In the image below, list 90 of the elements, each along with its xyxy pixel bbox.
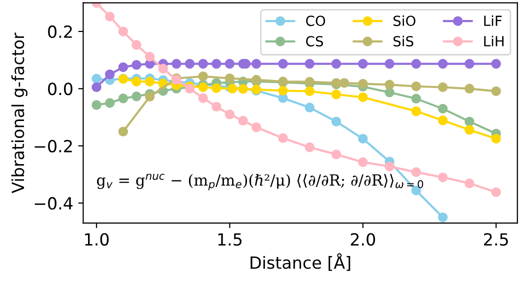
point	[438, 104, 448, 114]
point	[224, 58, 235, 69]
point	[464, 84, 474, 94]
point	[212, 83, 222, 93]
point	[278, 133, 288, 143]
point	[331, 90, 342, 100]
point	[438, 82, 448, 92]
point	[198, 58, 208, 69]
point	[331, 150, 342, 160]
point	[304, 58, 314, 69]
point	[411, 94, 422, 104]
legend-label: CS	[306, 36, 324, 46]
point	[491, 187, 501, 198]
point	[144, 76, 155, 86]
y-tick-label: 0.2	[48, 25, 72, 38]
point	[104, 98, 115, 108]
point	[278, 58, 288, 69]
point	[464, 178, 474, 188]
point	[358, 78, 368, 89]
point	[198, 93, 208, 103]
point	[411, 167, 422, 178]
x-tick-label: 2.0	[350, 233, 376, 246]
point	[118, 94, 128, 104]
y-tick-label: −0.2	[34, 140, 72, 152]
point	[212, 102, 222, 112]
point	[438, 172, 448, 182]
point	[331, 58, 342, 69]
point	[132, 40, 142, 50]
point	[304, 142, 314, 152]
point	[491, 134, 501, 144]
point	[491, 58, 501, 69]
point	[331, 116, 342, 126]
point	[104, 70, 115, 80]
point	[212, 58, 222, 69]
point	[238, 116, 248, 126]
point	[104, 12, 115, 22]
legend-label: LiF	[484, 15, 502, 26]
point	[438, 212, 448, 222]
point	[228, 84, 238, 94]
point	[411, 82, 422, 92]
point	[118, 62, 128, 72]
text: g$_{v}$ = g$^{nuc}$ − (m$_{p}$/m$_{e}$)(ℏ²/μ) ⟨⟨∂/∂R; ∂/∂R⟩⟩$_{ω=0}$	[96, 174, 424, 190]
y-axis-title: Vibrational g-factor	[11, 32, 28, 194]
point	[384, 162, 394, 172]
point	[358, 92, 368, 102]
point	[464, 116, 474, 126]
point	[304, 86, 314, 96]
point	[358, 134, 368, 144]
point	[251, 58, 262, 69]
legend-label: LiH	[484, 36, 504, 46]
point	[384, 80, 394, 90]
point	[438, 116, 448, 126]
point	[278, 86, 288, 96]
x-tick-label: 1.5	[218, 233, 242, 246]
point	[224, 110, 235, 120]
point	[118, 26, 128, 36]
point	[198, 72, 208, 82]
point	[438, 58, 448, 69]
point	[464, 58, 474, 69]
point	[251, 122, 262, 132]
point	[358, 58, 368, 69]
y-tick-label: −0.4	[34, 197, 73, 210]
point	[304, 102, 314, 112]
point	[184, 58, 195, 69]
point	[118, 126, 128, 136]
point	[339, 78, 350, 88]
point	[132, 60, 142, 70]
point	[464, 124, 474, 135]
y-tick-label: 0.0	[48, 82, 72, 96]
point	[144, 52, 155, 62]
point	[172, 58, 182, 69]
x-tick-label: 2.5	[484, 233, 508, 246]
point	[92, 82, 102, 92]
point	[132, 92, 142, 102]
x-axis-title: Distance [Å]	[250, 253, 350, 271]
point	[411, 106, 422, 116]
x-tick-label: 1.0	[85, 233, 109, 246]
point	[92, 74, 102, 84]
point	[144, 92, 155, 102]
point	[384, 58, 394, 69]
point	[411, 58, 422, 69]
point	[132, 76, 142, 86]
point	[92, 100, 102, 110]
point	[158, 64, 168, 74]
legend-label: CO	[306, 16, 326, 26]
point	[491, 86, 501, 96]
point	[224, 74, 235, 84]
legend-label: SiS	[394, 36, 414, 46]
point	[358, 157, 368, 168]
legend-label: SiO	[394, 15, 416, 26]
